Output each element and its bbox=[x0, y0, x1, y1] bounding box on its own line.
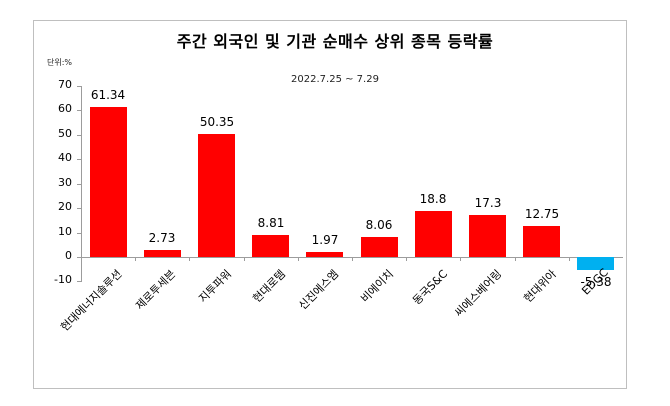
x-tick bbox=[135, 257, 136, 261]
y-tick-label: 0 bbox=[65, 249, 72, 262]
x-tick bbox=[298, 257, 299, 261]
y-tick bbox=[77, 135, 81, 136]
x-tick bbox=[460, 257, 461, 261]
y-tick-label: 10 bbox=[58, 225, 72, 238]
value-label: 8.06 bbox=[365, 218, 393, 232]
y-tick-label: 70 bbox=[58, 78, 72, 91]
bar-7 bbox=[415, 211, 452, 257]
chart-frame bbox=[33, 20, 627, 389]
bar-10 bbox=[577, 257, 614, 270]
bar-9 bbox=[523, 226, 560, 257]
value-label: -5.38 bbox=[580, 275, 612, 289]
chart-title: 주간 외국인 및 기관 순매수 상위 종목 등락률 bbox=[176, 32, 494, 51]
x-tick bbox=[189, 257, 190, 261]
bar-2 bbox=[144, 250, 181, 257]
y-tick-label: 50 bbox=[58, 127, 72, 140]
value-label: 12.75 bbox=[524, 207, 560, 221]
y-axis bbox=[81, 86, 82, 282]
y-tick bbox=[77, 184, 81, 185]
y-tick-label: 30 bbox=[58, 176, 72, 189]
x-tick bbox=[406, 257, 407, 261]
y-tick-label: 20 bbox=[58, 200, 72, 213]
y-tick bbox=[77, 159, 81, 160]
bar-4 bbox=[252, 235, 289, 257]
bar-5 bbox=[306, 252, 343, 257]
x-tick bbox=[352, 257, 353, 261]
y-tick bbox=[77, 86, 81, 87]
y-tick bbox=[77, 208, 81, 209]
unit-label: 단위:% bbox=[47, 58, 73, 67]
x-tick bbox=[515, 257, 516, 261]
y-tick bbox=[77, 257, 81, 258]
value-label: 2.73 bbox=[148, 231, 176, 245]
y-tick bbox=[77, 110, 81, 111]
bar-6 bbox=[361, 237, 398, 257]
bar-8 bbox=[469, 215, 506, 257]
value-label: 1.97 bbox=[311, 233, 339, 247]
value-label: 50.35 bbox=[199, 115, 235, 129]
y-tick bbox=[77, 281, 81, 282]
value-label: 8.81 bbox=[257, 216, 285, 230]
chart-subtitle: 2022.7.25 ~ 7.29 bbox=[291, 74, 379, 85]
x-tick bbox=[244, 257, 245, 261]
x-tick bbox=[569, 257, 570, 261]
y-tick bbox=[77, 233, 81, 234]
y-tick-label: 40 bbox=[58, 151, 72, 164]
y-tick-label: 60 bbox=[58, 102, 72, 115]
bar-3 bbox=[198, 134, 235, 257]
bar-1 bbox=[90, 107, 127, 257]
value-label: 18.8 bbox=[419, 192, 447, 206]
value-label: 17.3 bbox=[474, 196, 502, 210]
value-label: 61.34 bbox=[90, 88, 126, 102]
y-tick-label: -10 bbox=[54, 273, 72, 286]
